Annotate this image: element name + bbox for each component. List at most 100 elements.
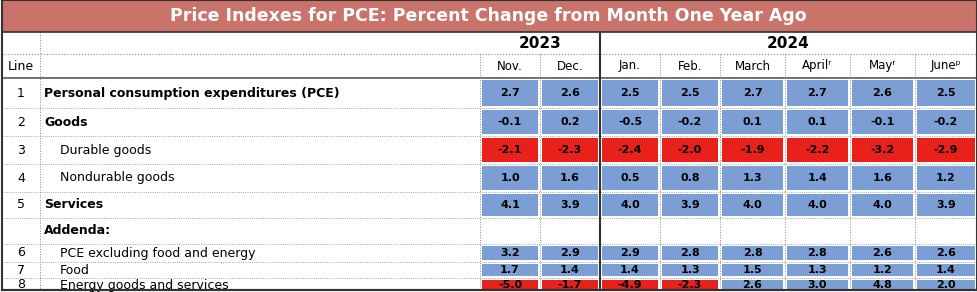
- Text: Durable goods: Durable goods: [60, 143, 151, 157]
- Bar: [787, 110, 848, 134]
- Text: 1.4: 1.4: [560, 265, 580, 275]
- Bar: [542, 246, 598, 260]
- Bar: [542, 166, 598, 190]
- Bar: [602, 110, 658, 134]
- Text: 3.9: 3.9: [560, 200, 580, 210]
- Text: Jan.: Jan.: [619, 60, 641, 72]
- Text: -0.2: -0.2: [678, 117, 702, 127]
- Text: 1.7: 1.7: [500, 265, 520, 275]
- Bar: [722, 194, 783, 216]
- Text: 2.8: 2.8: [743, 248, 762, 258]
- Text: -2.0: -2.0: [678, 145, 702, 155]
- Bar: [482, 80, 538, 106]
- Text: 4.1: 4.1: [500, 200, 520, 210]
- Text: -2.1: -2.1: [498, 145, 522, 155]
- Text: 1.4: 1.4: [620, 265, 640, 275]
- Bar: [662, 280, 718, 290]
- Bar: [722, 280, 783, 290]
- Text: 1.4: 1.4: [936, 265, 956, 275]
- Text: 0.5: 0.5: [620, 173, 640, 183]
- Bar: [917, 166, 975, 190]
- Text: -1.9: -1.9: [741, 145, 765, 155]
- Text: 1.3: 1.3: [808, 265, 828, 275]
- Text: 2.9: 2.9: [560, 248, 580, 258]
- Text: March: March: [735, 60, 771, 72]
- Text: 2: 2: [17, 116, 25, 128]
- Text: 1.5: 1.5: [743, 265, 762, 275]
- Text: Feb.: Feb.: [678, 60, 702, 72]
- Text: 1.2: 1.2: [936, 173, 956, 183]
- Text: PCE excluding food and energy: PCE excluding food and energy: [60, 246, 256, 260]
- Bar: [482, 246, 538, 260]
- Bar: [542, 138, 598, 162]
- Text: Food: Food: [60, 263, 90, 277]
- Text: 2.8: 2.8: [680, 248, 700, 258]
- Text: 2.7: 2.7: [808, 88, 828, 98]
- Text: Services: Services: [44, 199, 104, 211]
- Bar: [722, 264, 783, 276]
- Text: Energy goods and services: Energy goods and services: [60, 279, 229, 291]
- Text: 1.2: 1.2: [872, 265, 892, 275]
- Bar: [722, 166, 783, 190]
- Text: 1.4: 1.4: [808, 173, 828, 183]
- Bar: [787, 264, 848, 276]
- Bar: [482, 280, 538, 290]
- Bar: [917, 280, 975, 290]
- Text: -2.4: -2.4: [617, 145, 642, 155]
- Bar: [662, 194, 718, 216]
- Text: -2.3: -2.3: [678, 280, 702, 290]
- Bar: [662, 246, 718, 260]
- Text: 2.7: 2.7: [743, 88, 762, 98]
- Bar: [787, 166, 848, 190]
- Text: 1.3: 1.3: [680, 265, 700, 275]
- Bar: [602, 246, 658, 260]
- Text: 2.8: 2.8: [808, 248, 828, 258]
- Text: -0.2: -0.2: [934, 117, 958, 127]
- Text: Mayʳ: Mayʳ: [869, 60, 896, 72]
- Text: 1.6: 1.6: [560, 173, 580, 183]
- Bar: [722, 80, 783, 106]
- Text: 2.0: 2.0: [936, 280, 956, 290]
- Text: 7: 7: [17, 263, 25, 277]
- Text: 2.5: 2.5: [936, 88, 956, 98]
- Text: 2024: 2024: [767, 36, 810, 51]
- Bar: [852, 246, 913, 260]
- Bar: [542, 280, 598, 290]
- Bar: [852, 280, 913, 290]
- Bar: [542, 264, 598, 276]
- Text: -0.1: -0.1: [871, 117, 895, 127]
- Text: 0.1: 0.1: [743, 117, 762, 127]
- Text: 2.6: 2.6: [936, 248, 956, 258]
- Text: 2.7: 2.7: [500, 88, 520, 98]
- Bar: [787, 246, 848, 260]
- Text: Nondurable goods: Nondurable goods: [60, 171, 175, 185]
- Text: Personal consumption expenditures (PCE): Personal consumption expenditures (PCE): [44, 86, 340, 100]
- Text: 4.0: 4.0: [743, 200, 762, 210]
- Bar: [662, 80, 718, 106]
- Text: 6: 6: [17, 246, 25, 260]
- Bar: [482, 166, 538, 190]
- Bar: [602, 138, 658, 162]
- Text: 0.8: 0.8: [680, 173, 700, 183]
- Bar: [602, 166, 658, 190]
- Bar: [602, 264, 658, 276]
- Text: 8: 8: [17, 279, 25, 291]
- Bar: [917, 138, 975, 162]
- Bar: [852, 138, 913, 162]
- Text: -1.7: -1.7: [558, 280, 582, 290]
- Text: -0.1: -0.1: [498, 117, 522, 127]
- Text: Aprilʳ: Aprilʳ: [802, 60, 832, 72]
- Bar: [662, 138, 718, 162]
- Bar: [787, 280, 848, 290]
- Text: 1.6: 1.6: [872, 173, 892, 183]
- Bar: [482, 264, 538, 276]
- Text: 0.1: 0.1: [808, 117, 828, 127]
- Text: 4.0: 4.0: [808, 200, 828, 210]
- Bar: [602, 280, 658, 290]
- Bar: [482, 194, 538, 216]
- Text: 3: 3: [17, 143, 25, 157]
- Text: 1.3: 1.3: [743, 173, 762, 183]
- Text: Dec.: Dec.: [557, 60, 583, 72]
- Text: -2.9: -2.9: [934, 145, 958, 155]
- Text: 3.0: 3.0: [808, 280, 828, 290]
